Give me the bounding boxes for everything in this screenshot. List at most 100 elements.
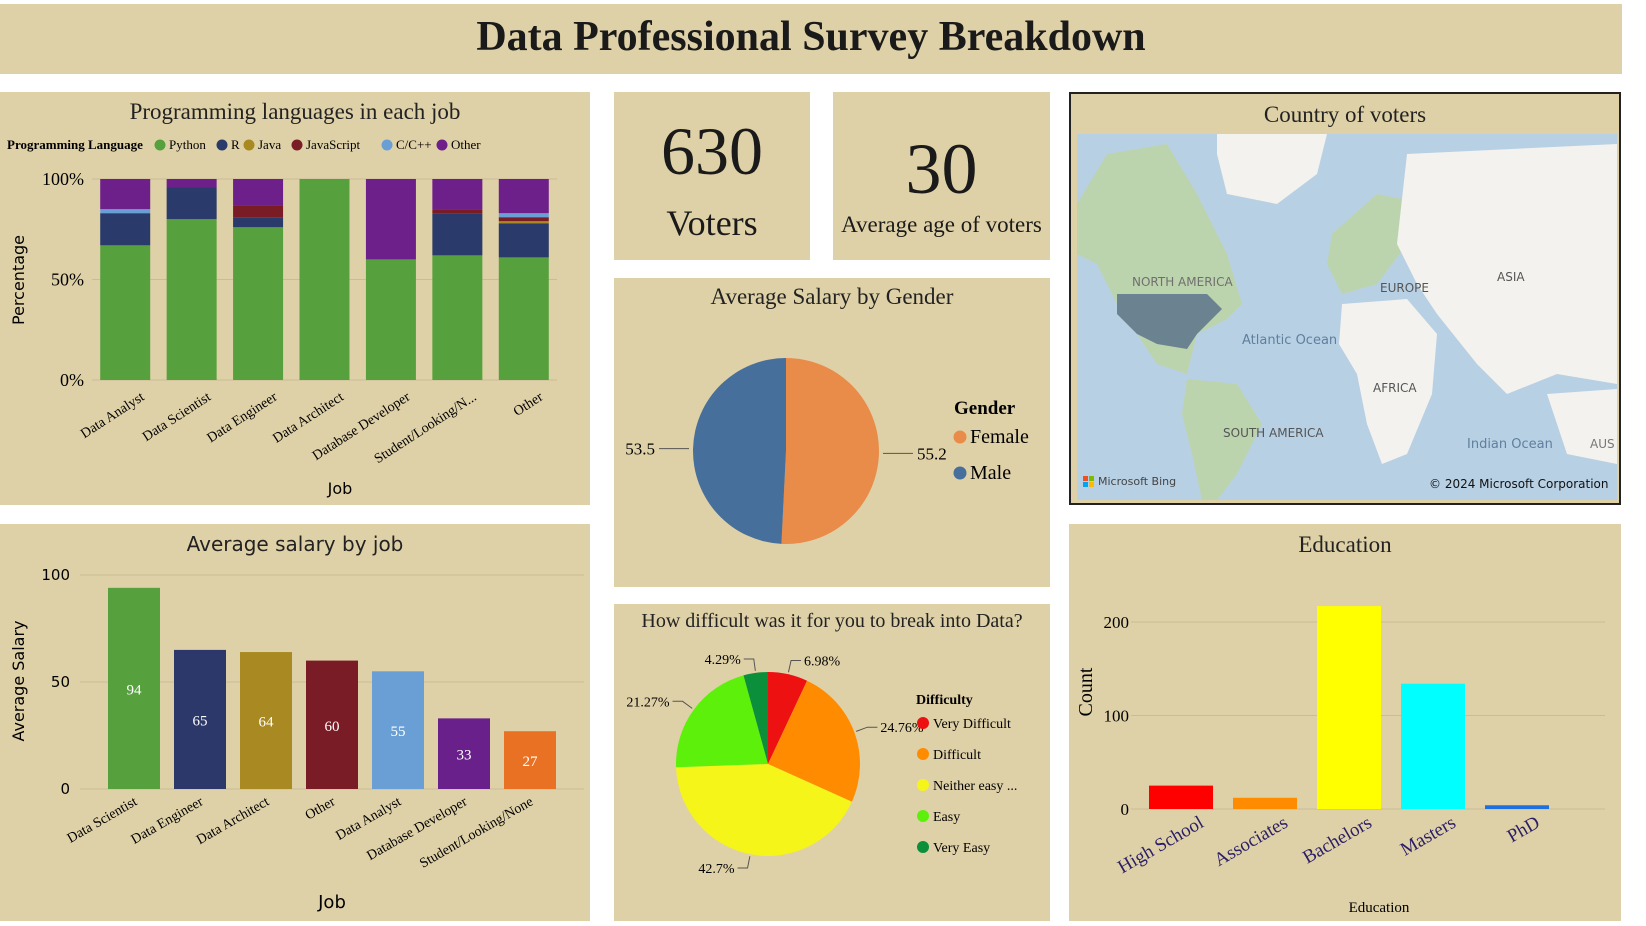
salary-gender-panel[interactable]: Average Salary by Gender 55.2 53.5 Gender F… xyxy=(614,278,1050,587)
label-atlantic-ocean: Atlantic Ocean xyxy=(1242,333,1337,348)
languages-chart[interactable]: Programming Language Python R Java JavaScrip… xyxy=(0,92,590,505)
bar-database-developer[interactable] xyxy=(438,718,490,789)
leader-line xyxy=(743,658,756,671)
bar-segment-other[interactable] xyxy=(498,179,549,214)
legend-marker-javascript xyxy=(291,139,303,151)
legend-label-java: Java xyxy=(258,137,281,152)
bar-segment-javascript[interactable] xyxy=(498,217,549,222)
bar-segment-java[interactable] xyxy=(498,221,549,224)
languages-chart-title: Programming languages in each job xyxy=(129,99,461,124)
legend-label-very-difficult: Very Difficult xyxy=(933,717,1011,732)
label-asia: ASIA xyxy=(1497,270,1525,284)
bar-segment-other[interactable] xyxy=(100,179,151,210)
bar-segment-other[interactable] xyxy=(233,179,284,206)
x-tick-label: Data Architect xyxy=(194,794,272,848)
bar-high-school[interactable] xyxy=(1149,785,1213,809)
legend-title: Gender xyxy=(954,398,1016,419)
bar-segment-python[interactable] xyxy=(166,219,217,380)
bar-segment-r[interactable] xyxy=(100,213,151,246)
y-tick-label: 0% xyxy=(60,370,84,390)
legend-label-male: Male xyxy=(970,462,1011,484)
world-map[interactable]: NORTH AMERICA EUROPE ASIA Atlantic Ocean… xyxy=(1077,134,1617,500)
x-tick-label: Data Analyst xyxy=(78,390,147,442)
bar-segment-python[interactable] xyxy=(498,257,549,380)
bar-value-label: 64 xyxy=(259,715,275,731)
legend-label-c-c: C/C++ xyxy=(396,137,432,152)
x-tick-label: Bachelors xyxy=(1299,812,1375,868)
education-chart[interactable]: 0 100 200 High School Associates Bachelors Mas… xyxy=(1069,524,1621,921)
bar-segment-javascript[interactable] xyxy=(233,205,284,218)
country-map-panel[interactable]: Country of voters NORTH AMERICA EUROPE A… xyxy=(1069,92,1621,505)
bar-data-scientist[interactable] xyxy=(108,587,160,789)
salary-job-chart[interactable]: 0 50 100 94 Data Scientist 65 Data Engineer 64 D… xyxy=(0,524,590,921)
x-tick-label: Other xyxy=(511,390,546,420)
bar-segment-r[interactable] xyxy=(166,187,217,220)
y-axis-label: Count xyxy=(1075,667,1097,716)
australia-land xyxy=(1547,389,1617,464)
bar-other[interactable] xyxy=(306,660,358,789)
education-panel[interactable]: Education 0 100 200 High School Associates Ba… xyxy=(1069,524,1621,921)
bar-bachelors[interactable] xyxy=(1317,606,1381,809)
legend-label-python: Python xyxy=(169,137,206,152)
bar-segment-python[interactable] xyxy=(365,259,416,380)
usa-highlight xyxy=(1117,294,1222,349)
legend-label-easy: Easy xyxy=(933,810,960,825)
legend-marker-r xyxy=(216,139,228,151)
pie-slice-difficult[interactable] xyxy=(768,680,860,802)
bar-value-label: 60 xyxy=(325,719,340,735)
bar-segment-python[interactable] xyxy=(100,245,151,380)
bar-segment-r[interactable] xyxy=(498,223,549,258)
leader-line xyxy=(672,700,693,709)
legend-label-javascript: JavaScript xyxy=(306,137,361,152)
label-europe: EUROPE xyxy=(1380,281,1429,295)
bar-data-engineer[interactable] xyxy=(174,649,226,789)
bar-masters[interactable] xyxy=(1401,683,1465,809)
bar-segment-r[interactable] xyxy=(233,217,284,228)
bar-data-architect[interactable] xyxy=(240,652,292,789)
leader-line xyxy=(787,660,802,673)
bar-segment-python[interactable] xyxy=(233,227,284,380)
average-age-label: Average age of voters xyxy=(841,212,1042,237)
asia-land xyxy=(1397,144,1617,394)
difficulty-chart[interactable]: 6.98% 24.76% 42.7% 21.27% 4.29% Difficulty Ver… xyxy=(614,604,1050,921)
difficulty-panel[interactable]: How difficult was it for you to break in… xyxy=(614,604,1050,921)
x-tick-label: Data Engineer xyxy=(205,390,281,447)
pie-slice-female[interactable] xyxy=(781,358,880,544)
data-label-male: 53.5 xyxy=(625,440,655,459)
bar-segment-javascript[interactable] xyxy=(432,209,483,214)
leader-line xyxy=(737,856,751,869)
bar-segment-c-c[interactable] xyxy=(100,209,151,214)
bar-data-analyst[interactable] xyxy=(372,671,424,789)
pie-slice-neither-easy[interactable] xyxy=(676,764,852,856)
bar-student-looking-none[interactable] xyxy=(504,731,556,789)
bar-segment-python[interactable] xyxy=(299,179,350,380)
bar-segment-python[interactable] xyxy=(432,255,483,380)
bar-segment-c-c[interactable] xyxy=(498,213,549,218)
bar-value-label: 33 xyxy=(457,748,472,764)
x-axis-label: Education xyxy=(1349,900,1410,916)
languages-chart-panel[interactable]: Programming languages in each job Progra… xyxy=(0,92,590,505)
bar-value-label: 94 xyxy=(127,682,143,698)
bar-segment-other[interactable] xyxy=(432,179,483,210)
legend-label-female: Female xyxy=(970,426,1029,448)
bar-segment-other[interactable] xyxy=(166,179,217,188)
legend-label-r: R xyxy=(231,137,240,152)
pie-slice-very-easy[interactable] xyxy=(743,672,768,764)
y-tick-label: 100 xyxy=(1104,707,1130,726)
pie-slice-very-difficult[interactable] xyxy=(768,672,808,764)
bar-segment-other[interactable] xyxy=(365,179,416,260)
y-axis-label: Average Salary xyxy=(9,620,28,741)
bar-phd[interactable] xyxy=(1485,805,1549,809)
pie-slice-easy[interactable] xyxy=(676,675,768,768)
salary-job-panel[interactable]: Average salary by job 0 50 100 94 Data Scien… xyxy=(0,524,590,921)
pie-slice-male[interactable] xyxy=(693,358,786,544)
y-tick-label: 200 xyxy=(1104,613,1130,632)
legend-marker-male xyxy=(953,466,967,480)
salary-gender-chart[interactable]: 55.2 53.5 Gender Female Male xyxy=(614,278,1050,587)
bar-segment-r[interactable] xyxy=(432,213,483,256)
data-label-easy: 21.27% xyxy=(626,695,670,710)
bar-value-label: 65 xyxy=(193,713,208,729)
bing-logo-icon-4 xyxy=(1089,482,1094,487)
bar-associates[interactable] xyxy=(1233,797,1297,809)
voters-kpi-card: 630 Voters xyxy=(614,92,810,260)
